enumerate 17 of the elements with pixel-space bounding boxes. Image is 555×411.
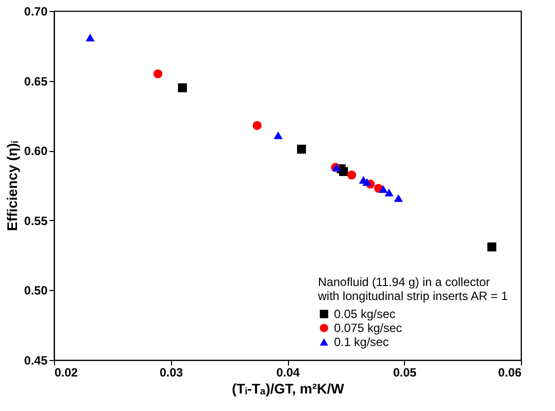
x-tick-label: 0.03 <box>160 366 184 380</box>
x-tick-label: 0.02 <box>54 366 78 380</box>
x-axis-title: (Tᵢ-Tₐ)/GT, m²K/W <box>232 380 345 396</box>
y-tick-label: 0.70 <box>24 4 48 18</box>
y-tick-label: 0.55 <box>24 214 48 228</box>
y-tick-label: 0.65 <box>24 74 48 88</box>
y-tick-label: 0.45 <box>24 354 48 368</box>
y-axis-title: Efficiency (η)ᵢ <box>4 141 20 231</box>
y-tick-label: 0.60 <box>24 144 48 158</box>
legend-label: 0.05 kg/sec <box>334 307 396 321</box>
legend-label: 0.075 kg/sec <box>334 321 402 335</box>
x-tick-label: 0.06 <box>498 366 522 380</box>
y-tick-label: 0.50 <box>24 284 48 298</box>
legend-label: 0.1 kg/sec <box>334 335 389 349</box>
x-tick-label: 0.04 <box>276 366 300 380</box>
legend-title: Nanofluid (11.94 g) in a collector with longitudinal strip inserts AR = 1 <box>317 275 508 303</box>
x-tick-label: 0.05 <box>393 366 417 380</box>
